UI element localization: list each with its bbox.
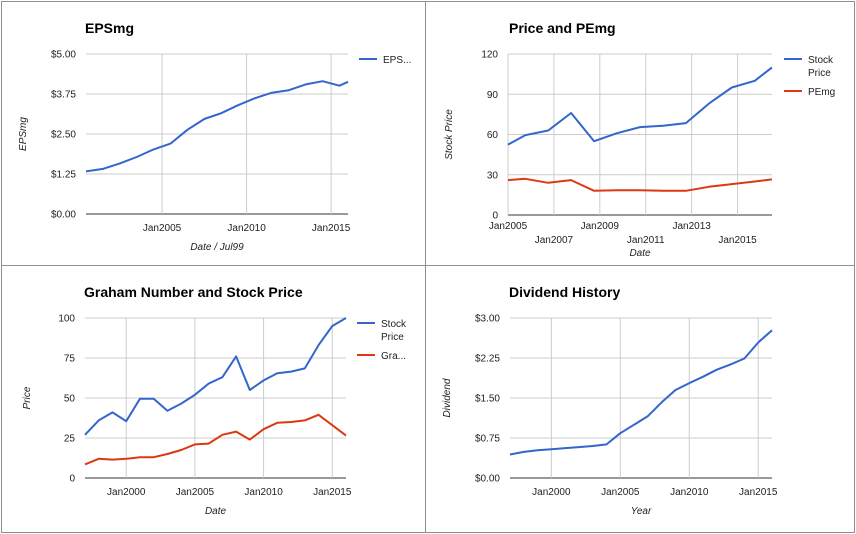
x-tick-label: Jan2005 (143, 223, 182, 234)
y-tick-label: 0 (69, 474, 75, 485)
x-tick-label: Jan2000 (107, 487, 146, 498)
x-tick-label: Jan2007 (535, 235, 574, 246)
x-tick-label: Jan2009 (581, 221, 620, 232)
legend-label: Gra... (381, 351, 406, 362)
y-tick-label: 30 (487, 170, 499, 181)
y-tick-label: $0.75 (475, 434, 500, 445)
x-tick-label: Jan2010 (227, 223, 266, 234)
y-axis-label: Stock Price (444, 109, 455, 160)
x-tick-label: Jan2005 (489, 221, 528, 232)
chart-svg: Graham Number and Stock Price 0 25 50 75 100 J… (22, 284, 407, 517)
y-tick-label: $0.00 (475, 474, 500, 485)
x-tick-label: Jan2015 (739, 487, 778, 498)
series-line (507, 177, 773, 192)
x-axis-label: Date / Jul99 (190, 242, 244, 253)
x-tick-label: Jan2000 (532, 487, 571, 498)
y-tick-label: $2.50 (51, 130, 76, 141)
x-tick-label: Jan2015 (312, 223, 351, 234)
y-tick-label: 75 (64, 354, 76, 365)
y-tick-label: 60 (487, 130, 499, 141)
x-tick-label: Jan2013 (672, 221, 711, 232)
y-axis-label: EPSmg (18, 117, 29, 151)
legend-label: EPS... (383, 55, 411, 66)
x-axis-label: Date (629, 248, 651, 259)
series-line (509, 329, 773, 456)
y-tick-label: 120 (481, 50, 498, 61)
y-axis-label: Price (22, 386, 33, 409)
x-tick-label: Jan2015 (313, 487, 352, 498)
x-tick-label: Jan2005 (176, 487, 215, 498)
legend-label: PEmg (808, 87, 835, 98)
y-tick-label: $1.25 (51, 170, 76, 181)
legend-label: Stock Price (808, 55, 834, 79)
chart-panel-dividend-history: Dividend History $0.00 $0.75 $1.50 $2.25 $3.0… (425, 265, 855, 533)
y-tick-label: 0 (492, 211, 498, 222)
legend-label: Stock Price (381, 319, 407, 343)
chart-panel-price-pemg: Price and PEmg 0 30 60 90 120 Jan2005 Jan2007 Ja… (425, 1, 855, 266)
y-axis-label: Dividend (442, 378, 453, 417)
series-line (85, 80, 349, 173)
y-tick-label: $5.00 (51, 50, 76, 61)
y-tick-label: $3.75 (51, 90, 76, 101)
x-tick-label: Jan2011 (627, 235, 665, 246)
chart-svg: Price and PEmg 0 30 60 90 120 Jan2005 Jan2007 Ja… (444, 20, 835, 259)
y-tick-label: $2.25 (475, 354, 500, 365)
y-tick-label: 90 (487, 90, 499, 101)
x-tick-label: Jan2010 (244, 487, 283, 498)
y-tick-label: 100 (58, 314, 75, 325)
x-tick-label: Jan2005 (601, 487, 640, 498)
y-tick-label: $3.00 (475, 314, 500, 325)
series-line (507, 66, 773, 146)
chart-title: Dividend History (509, 284, 620, 300)
x-tick-label: Jan2010 (670, 487, 709, 498)
chart-svg: Dividend History $0.00 $0.75 $1.50 $2.25 $3.0… (442, 284, 778, 517)
y-tick-label: $1.50 (475, 394, 500, 405)
series-line (84, 317, 347, 436)
x-axis-label: Date (205, 506, 227, 517)
chart-title: EPSmg (85, 20, 134, 36)
chart-panel-epsmg: EPSmg $0.00 $1.25 $2.50 $3.75 $5.00 Jan2005 Jan… (1, 1, 426, 266)
chart-svg: EPSmg $0.00 $1.25 $2.50 $3.75 $5.00 Jan2005 Jan… (18, 20, 411, 253)
y-tick-label: 25 (64, 434, 76, 445)
chart-title: Price and PEmg (509, 20, 616, 36)
chart-title: Graham Number and Stock Price (84, 284, 303, 300)
x-axis-label: Year (631, 506, 652, 517)
y-tick-label: $0.00 (51, 210, 76, 221)
chart-panel-graham-number: Graham Number and Stock Price 0 25 50 75 100 J… (1, 265, 426, 533)
y-tick-label: 50 (64, 394, 76, 405)
x-tick-label: Jan2015 (718, 235, 757, 246)
series-line (84, 413, 347, 466)
